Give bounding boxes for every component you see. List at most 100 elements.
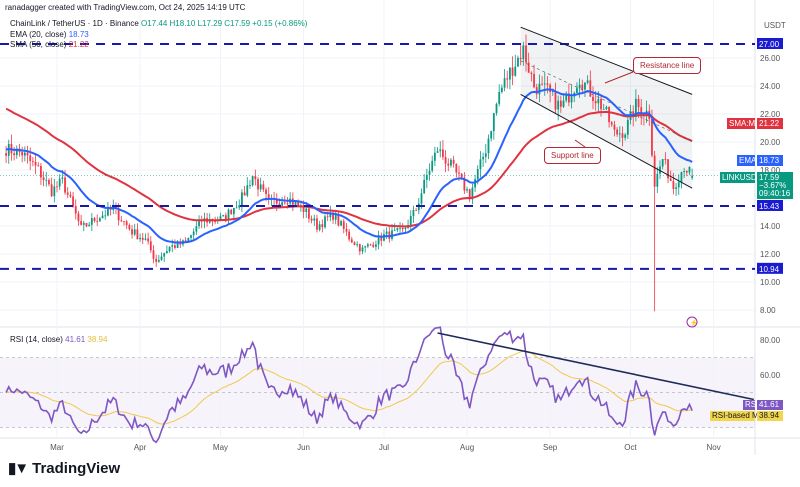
candle <box>104 209 107 220</box>
candle-body <box>141 237 144 240</box>
candle <box>249 179 251 189</box>
candle <box>562 93 565 108</box>
candle <box>152 245 155 264</box>
candle <box>125 219 128 230</box>
candle-body <box>340 221 342 226</box>
sma-name-badge-text: SMA:MA <box>729 119 761 128</box>
sma-value: 21.22 <box>68 40 89 49</box>
rsi-value-badge <box>757 400 783 410</box>
candle <box>530 71 533 82</box>
candle-body <box>88 224 91 227</box>
candle <box>45 171 48 187</box>
candle <box>342 218 345 234</box>
candle <box>691 168 694 180</box>
candle-body <box>316 218 318 230</box>
candle-body <box>241 192 243 206</box>
candle-body <box>184 240 187 242</box>
candle <box>241 189 243 213</box>
candle-body <box>171 245 174 247</box>
ema-name-badge-text: EMA <box>739 156 757 165</box>
candle-body <box>535 87 538 95</box>
candle-body <box>139 237 141 240</box>
tradingview-logo[interactable]: ▮▼ TradingView <box>8 459 120 478</box>
candle-body <box>672 180 675 189</box>
candle <box>484 144 487 163</box>
candle <box>358 243 361 256</box>
candle <box>345 223 348 236</box>
candle <box>436 147 439 153</box>
candle-body <box>174 245 176 248</box>
channel-lower-line <box>520 93 693 189</box>
candle <box>222 214 225 217</box>
ema-label: EMA (20, close) <box>10 30 67 39</box>
candle <box>586 75 589 85</box>
candle <box>123 220 125 226</box>
candle-body <box>318 224 321 230</box>
candle-body <box>444 157 447 164</box>
level-badge-text: 15.43 <box>759 202 780 211</box>
candle <box>511 56 514 86</box>
candle-body <box>597 98 600 104</box>
candle <box>525 34 527 72</box>
candle <box>653 151 656 312</box>
candle-body <box>302 205 305 212</box>
rsi-tick: 80.00 <box>760 336 781 345</box>
candle-body <box>495 103 498 114</box>
resistance-line-annotation[interactable]: Resistance line <box>633 57 702 74</box>
candle <box>490 130 493 142</box>
flash-icon[interactable] <box>686 316 698 328</box>
candle <box>56 181 58 193</box>
candle-body <box>425 174 428 180</box>
candle-body <box>436 151 439 153</box>
candle-body <box>439 149 442 152</box>
candle-body <box>546 83 549 85</box>
candle-body <box>653 155 656 187</box>
candle <box>308 206 310 223</box>
candle-body <box>294 200 297 205</box>
candle-body <box>195 226 198 232</box>
candle-body <box>192 231 195 236</box>
candle-body <box>332 212 334 220</box>
support-line-annotation[interactable]: Support line <box>544 147 601 164</box>
candle-body <box>40 166 42 178</box>
candle-body <box>401 227 404 230</box>
candle-body <box>23 152 26 156</box>
candle-body <box>447 163 450 166</box>
candle-body <box>396 228 399 231</box>
candle-body <box>549 84 552 92</box>
candle-body <box>442 149 444 158</box>
candle <box>23 146 26 162</box>
candle-body <box>618 133 621 135</box>
date-tick: May <box>213 443 228 452</box>
candle-body <box>45 179 48 181</box>
candle-body <box>527 62 530 73</box>
candle-body <box>517 57 519 67</box>
date-tick: Apr <box>134 443 147 452</box>
candle-body <box>80 221 83 225</box>
candle-body <box>69 194 72 197</box>
candle-body <box>85 222 88 227</box>
candle-body <box>498 91 501 104</box>
sma-legend: SMA (50, close) 21.22 <box>10 40 89 49</box>
candle <box>624 132 627 141</box>
price-tick: 24.00 <box>760 82 781 91</box>
candle <box>680 171 683 189</box>
candle-body <box>165 251 168 254</box>
candle <box>361 245 364 255</box>
support-pointer <box>574 139 586 148</box>
candle <box>492 112 495 140</box>
candle <box>356 241 359 248</box>
candle-body <box>157 259 160 262</box>
candle-body <box>235 207 238 209</box>
candle <box>238 199 241 210</box>
candle <box>618 126 621 142</box>
candle-body <box>101 215 104 219</box>
candle-body <box>455 163 458 173</box>
date-tick: Jun <box>297 443 310 452</box>
candle-body <box>107 207 109 216</box>
rsi-ma-line <box>6 350 693 425</box>
candle-body <box>487 138 490 154</box>
candle <box>444 150 447 173</box>
candle <box>267 187 270 205</box>
